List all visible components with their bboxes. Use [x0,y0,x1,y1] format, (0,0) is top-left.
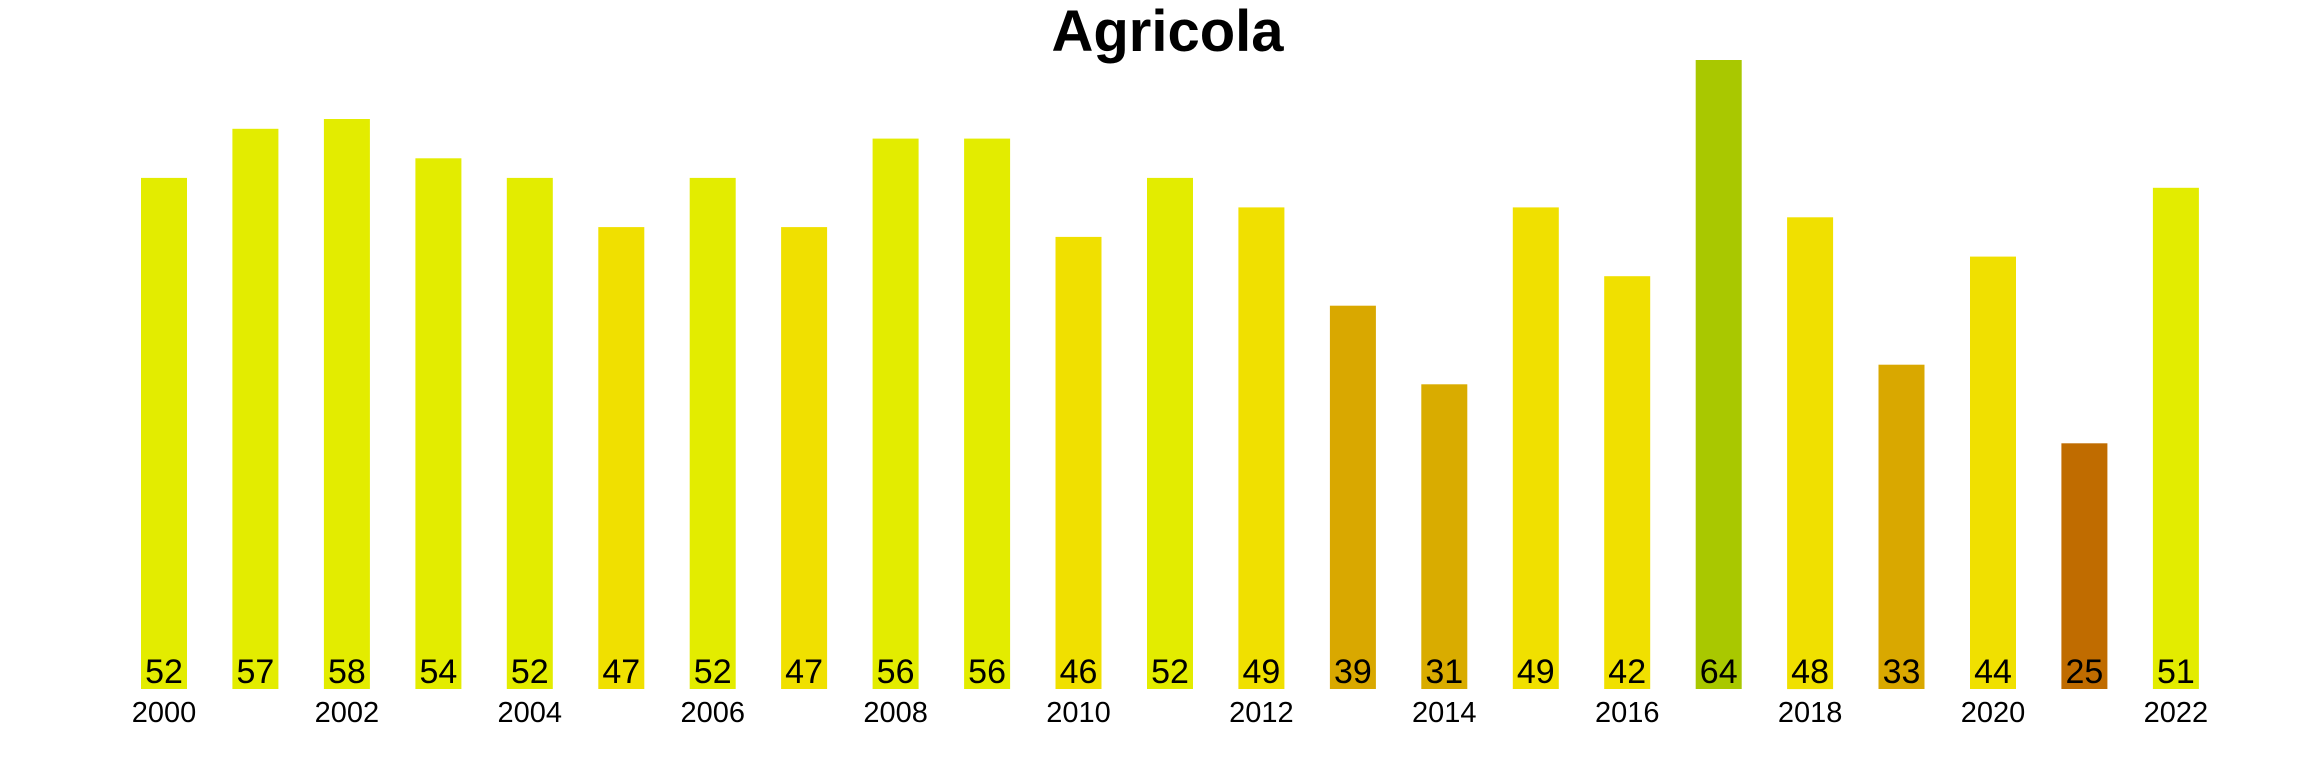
data-label-2003: 54 [419,653,457,691]
bar-2015 [1512,207,1559,689]
data-label-2006: 52 [694,653,732,691]
bar-2008 [872,138,919,690]
data-label-2007: 47 [785,653,823,691]
data-label-2008: 56 [877,653,915,691]
data-label-2013: 39 [1334,653,1372,691]
bar-2012 [1238,207,1285,689]
data-label-2010: 46 [1060,653,1098,691]
data-label-2004: 52 [511,653,549,691]
bar-2020 [1970,256,2016,689]
data-label-2001: 57 [236,653,274,691]
x-tick-label-2022: 2022 [2144,697,2209,729]
bar-2003 [415,158,462,690]
data-label-2009: 56 [968,653,1006,691]
bar-2013 [1329,305,1376,689]
data-label-2011: 52 [1151,653,1189,691]
data-label-2021: 25 [2065,653,2103,691]
x-tick-label-2010: 2010 [1046,697,1111,729]
x-tick-label-2018: 2018 [1778,697,1843,729]
data-label-2015: 49 [1517,653,1555,691]
bar-2002 [323,119,370,689]
bar-2009 [964,138,1011,690]
x-tick-label-2000: 2000 [132,697,197,729]
data-label-2020: 44 [1974,653,2012,691]
value-labels-group: 52 57 58 54 52 47 52 47 56 56 46 52 49 39 31 49 42 64 48 33… [145,653,2195,691]
bar-2016 [1604,276,1651,689]
data-label-2019: 33 [1883,653,1921,691]
data-label-2017: 64 [1700,653,1738,691]
bar-2000 [141,177,187,689]
data-label-2005: 47 [602,653,640,691]
data-label-2018: 48 [1791,653,1829,691]
x-tick-label-2014: 2014 [1412,697,1477,729]
data-label-2002: 58 [328,653,366,691]
bars-group [141,60,2199,690]
chart-title: Agricola [1051,0,1284,64]
data-label-2022: 51 [2157,653,2195,691]
bar-2011 [1147,177,1193,689]
data-label-2014: 31 [1425,653,1463,691]
x-tick-label-2008: 2008 [863,697,928,729]
data-label-2016: 42 [1608,653,1646,691]
bar-2017 [1695,60,1742,689]
bar-2006 [689,177,736,689]
bar-2001 [232,128,279,690]
bar-2019 [1878,364,1925,689]
bar-2022 [2152,187,2199,690]
x-tick-label-2016: 2016 [1595,697,1660,729]
x-tick-label-2012: 2012 [1229,697,1294,729]
x-tick-label-2004: 2004 [498,697,563,729]
x-tick-label-2006: 2006 [680,697,745,729]
bar-2014 [1421,384,1468,689]
x-tick-label-2002: 2002 [315,697,380,729]
bar-2005 [598,227,645,689]
x-tick-label-2020: 2020 [1961,697,2026,729]
bar-2004 [506,177,553,689]
x-tick-labels-group: 2000 2002 2004 2006 2008 2010 2012 2014 2016 2018… [132,697,2208,729]
bar-2010 [1055,236,1102,689]
bar-2018 [1787,217,1834,690]
bar-2021 [2061,443,2108,689]
bar-2007 [781,227,828,689]
data-label-2000: 52 [145,653,183,691]
data-label-2012: 49 [1242,653,1280,691]
